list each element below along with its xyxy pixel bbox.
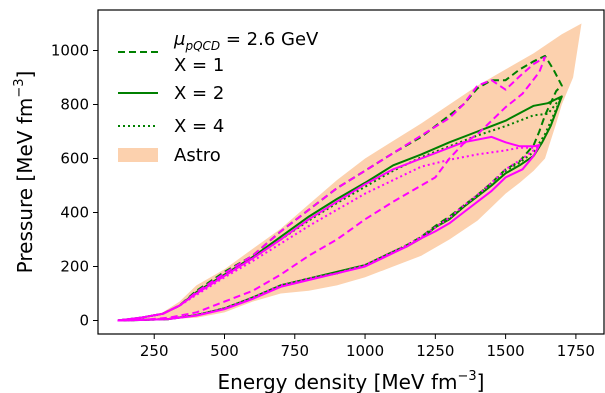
x-tick-label: 1000: [346, 342, 384, 360]
y-ticks: 0 200 400 600 800 1000: [51, 42, 98, 330]
y-tick-label: 0: [79, 312, 89, 330]
legend-swatch-astro: [118, 148, 158, 162]
x-ticks: 250 500 750 1000 1250 1500 1750: [140, 334, 595, 360]
astro-band: [117, 23, 582, 321]
series-magenta-dotted-line: [117, 145, 541, 322]
y-tick-label: 800: [60, 96, 89, 114]
x-tick-label: 1250: [416, 342, 454, 360]
legend-label-x4: X = 4: [174, 116, 224, 137]
y-tick-label: 400: [60, 204, 89, 222]
y-axis-label: Pressure [MeV fm−3]: [12, 71, 37, 274]
x-tick-label: 1500: [487, 342, 525, 360]
legend-label-astro: Astro: [174, 145, 221, 166]
y-tick-label: 600: [60, 150, 89, 168]
x-axis-label: Energy density [MeV fm−3]: [218, 369, 485, 393]
band-layer: [117, 23, 582, 321]
x-tick-label: 250: [140, 342, 169, 360]
x-tick-label: 1750: [557, 342, 595, 360]
x-tick-label: 750: [280, 342, 309, 360]
legend-header: μpQCD = 2.6 GeV: [173, 29, 319, 53]
legend: μpQCD = 2.6 GeV X = 1 X = 2 X = 4 Astro: [118, 29, 319, 166]
plot-frame: [97, 9, 605, 335]
x-tick-label: 500: [210, 342, 239, 360]
y-tick-label: 1000: [51, 42, 89, 60]
y-tick-label: 200: [60, 258, 89, 276]
series-magenta-dashed-line: [117, 56, 546, 322]
series-magenta-solid-line: [117, 135, 541, 322]
legend-label-x2: X = 2: [174, 83, 224, 104]
legend-label-x1: X = 1: [174, 55, 224, 76]
series-layer: [117, 54, 563, 322]
